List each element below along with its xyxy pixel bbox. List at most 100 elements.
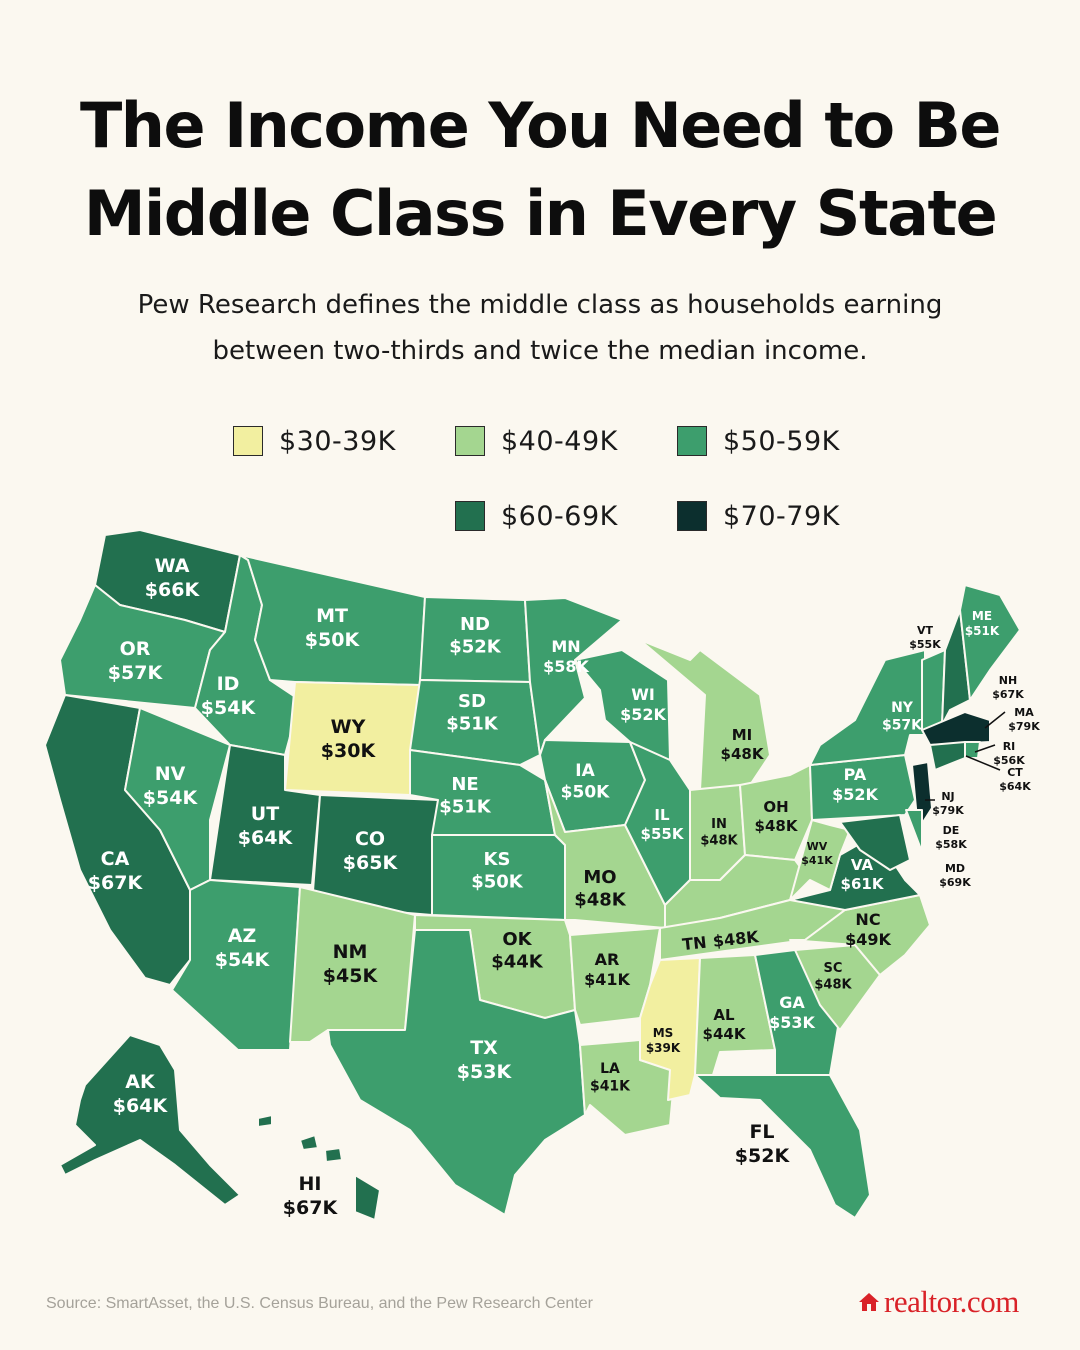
state-abbr: MI <box>732 726 753 744</box>
state-value: $51K <box>446 714 499 735</box>
state-label-pa: PA$52K <box>832 765 878 804</box>
state-value: $41K <box>584 970 630 989</box>
legend-label: $60-69K <box>501 500 618 532</box>
state-value: $67K <box>283 1197 339 1219</box>
state-abbr: MN <box>551 637 580 656</box>
state-mi <box>639 639 771 791</box>
state-value: $64K <box>238 827 294 849</box>
legend-swatch <box>677 426 707 456</box>
state-label-ks: KS$50K <box>471 849 524 893</box>
state-value: $50K <box>305 629 361 651</box>
state-abbr: NC <box>855 910 880 929</box>
state-label-az: AZ$54K <box>215 925 271 971</box>
state-label-mo: MO$48K <box>574 867 627 911</box>
state-abbr: AZ <box>228 925 256 947</box>
source-note: Source: SmartAsset, the U.S. Census Bure… <box>46 1295 593 1312</box>
us-map: WA$66KOR$57KCA$67KID$54KNV$54KMT$50KWY$3… <box>44 529 1040 1221</box>
state-value: $64K <box>113 1095 169 1117</box>
legend-item-50-59k: $50-59K <box>677 424 840 458</box>
state-abbr: MA <box>1014 706 1034 719</box>
state-sd <box>409 679 541 766</box>
state-md <box>839 814 911 871</box>
state-label-nj: NJ$79K <box>932 790 964 817</box>
state-label-in: IN$48K <box>700 817 738 848</box>
legend-label: $70-79K <box>723 500 840 532</box>
state-value: $79K <box>932 804 964 817</box>
state-label-ok: OK$44K <box>491 929 544 973</box>
state-label-va: VA$61K <box>841 856 885 893</box>
state-abbr: NH <box>999 674 1017 687</box>
state-value: $51K <box>439 797 492 818</box>
state-abbr: AL <box>713 1006 735 1024</box>
legend-label: $50-59K <box>723 425 840 457</box>
state-label-ny: NY $57K <box>882 700 923 734</box>
state-abbr: RI <box>1003 740 1016 753</box>
state-abbr: NV <box>155 763 186 785</box>
brand-logo: realtor.com <box>858 1282 1019 1322</box>
state-abbr: NE <box>451 774 478 795</box>
state-value: $54K <box>143 787 199 809</box>
state-value: $52K <box>449 637 502 658</box>
state-abbr: DE <box>943 824 960 837</box>
state-label-mt: MT$50K <box>305 605 361 651</box>
state-abbr: OK <box>502 929 532 950</box>
state-abbr: WY <box>331 716 366 738</box>
state-abbr: OR <box>120 638 151 660</box>
state-sc <box>794 944 881 1031</box>
leader-line-ri <box>974 744 996 753</box>
legend-swatch <box>677 501 707 531</box>
state-ny <box>809 649 926 766</box>
state-abbr: ME <box>972 609 992 623</box>
state-value: $44K <box>491 952 544 973</box>
state-value: $67K <box>992 688 1024 701</box>
state-value: $69K <box>939 876 971 889</box>
state-de <box>905 809 923 853</box>
state-abbr: VA <box>851 856 874 874</box>
state-abbr: CT <box>1007 766 1023 779</box>
state-label-nc: NC$49K <box>845 910 891 949</box>
state-ct <box>929 741 966 771</box>
state-label-de: DE$58K <box>935 824 967 851</box>
page-title: The Income You Need to Be Middle Class i… <box>0 82 1080 258</box>
state-hi-island <box>257 1114 273 1128</box>
state-value: $48K <box>814 977 852 992</box>
state-abbr: AR <box>595 950 620 969</box>
state-abbr: CA <box>101 848 130 870</box>
leader-line-ct <box>965 755 1001 771</box>
state-abbr: IA <box>575 761 595 781</box>
state-value: $57K <box>108 662 164 684</box>
state-label-ri: RI$56K <box>993 740 1025 767</box>
state-value: $55K <box>641 825 685 843</box>
state-label-nd: ND$52K <box>449 614 502 658</box>
state-value: $58K <box>935 838 967 851</box>
state-abbr: WI <box>631 685 655 704</box>
state-fl <box>694 1074 871 1219</box>
state-label-fl: FL$52K <box>735 1121 791 1167</box>
state-abbr: NM <box>333 941 368 963</box>
state-abbr: HI <box>299 1173 322 1195</box>
state-value: $67K <box>88 872 144 894</box>
state-abbr: WV <box>807 840 828 853</box>
state-ma <box>921 711 991 746</box>
subtitle-line-1: Pew Research defines the middle class as… <box>137 290 943 320</box>
state-value: $54K <box>215 949 271 971</box>
state-value: $39K <box>646 1041 681 1055</box>
state-label-ca: CA$67K <box>88 848 144 894</box>
title-line-1: The Income You Need to Be <box>80 89 1001 162</box>
state-value: $52K <box>735 1145 791 1167</box>
state-abbr: TX <box>470 1037 498 1059</box>
state-label-ct: CT$64K <box>999 766 1031 793</box>
state-abbr: SD <box>458 691 486 712</box>
state-hi <box>354 1174 381 1221</box>
state-label-wi: WI$52K <box>620 685 666 724</box>
state-abbr: NY <box>891 700 914 716</box>
state-value: $50K <box>471 872 524 893</box>
state-abbr: MD <box>945 862 965 875</box>
state-value: $41K <box>590 1079 631 1095</box>
state-value: $44K <box>703 1025 747 1043</box>
state-label-me: ME$51K <box>965 609 1000 638</box>
state-label-wv: WV$41K <box>801 840 833 867</box>
state-abbr: VT <box>917 624 934 637</box>
state-abbr: PA <box>844 765 867 784</box>
state-value: $54K <box>201 697 257 719</box>
